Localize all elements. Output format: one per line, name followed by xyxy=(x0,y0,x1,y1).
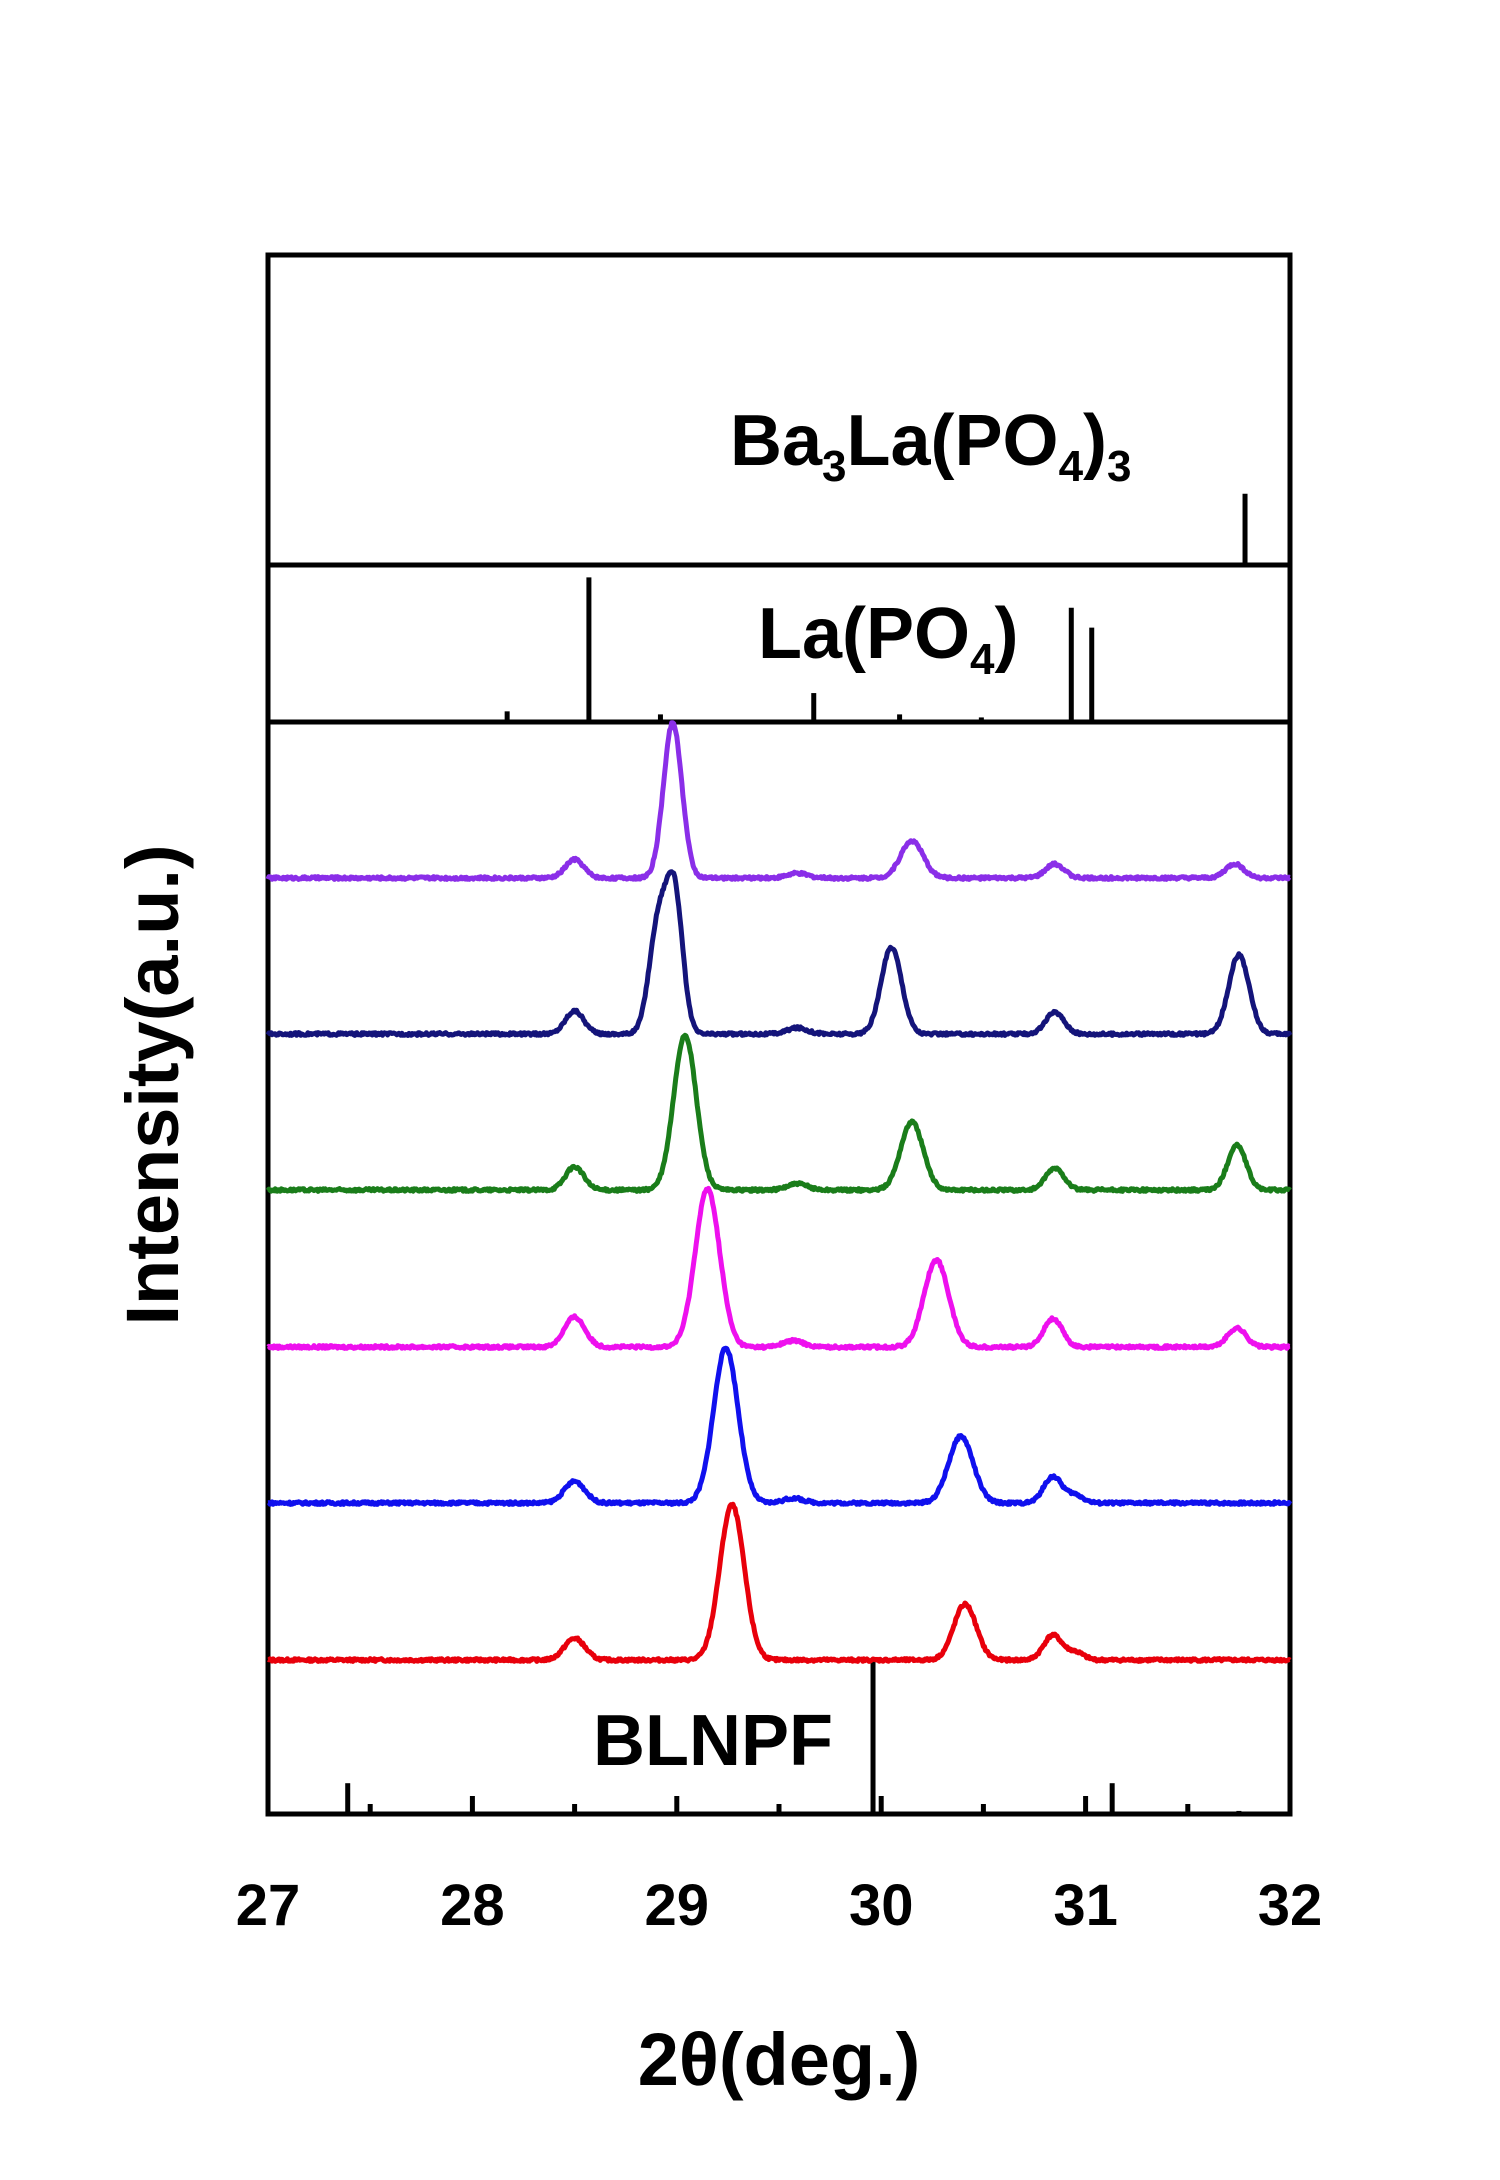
x-tick-label: 31 xyxy=(1053,1873,1118,1938)
spectrum-line-6 xyxy=(265,720,1292,882)
spectrum-line-4 xyxy=(265,1032,1292,1194)
spectrum-line-5 xyxy=(265,869,1293,1038)
spectrum-line-3 xyxy=(266,1185,1292,1351)
panel-label-lapo4: La(PO4) xyxy=(758,594,1019,684)
x-tick-label: 32 xyxy=(1258,1873,1323,1938)
x-tick-label: 30 xyxy=(849,1873,914,1938)
spectrum-line-2 xyxy=(266,1345,1293,1507)
x-tick-label: 29 xyxy=(645,1873,710,1938)
x-tick-label: 27 xyxy=(236,1873,301,1938)
panel-label-ba3la: Ba3La(PO4)3 xyxy=(730,401,1132,491)
spectrum-line-1 xyxy=(266,1501,1292,1664)
y-axis-title: Intensity(a.u.) xyxy=(111,844,194,1325)
panel-label-blnpf: BLNPF xyxy=(593,1701,833,1781)
x-axis-title: 2θ(deg.) xyxy=(638,2018,921,2101)
x-tick-label: 28 xyxy=(440,1873,505,1938)
